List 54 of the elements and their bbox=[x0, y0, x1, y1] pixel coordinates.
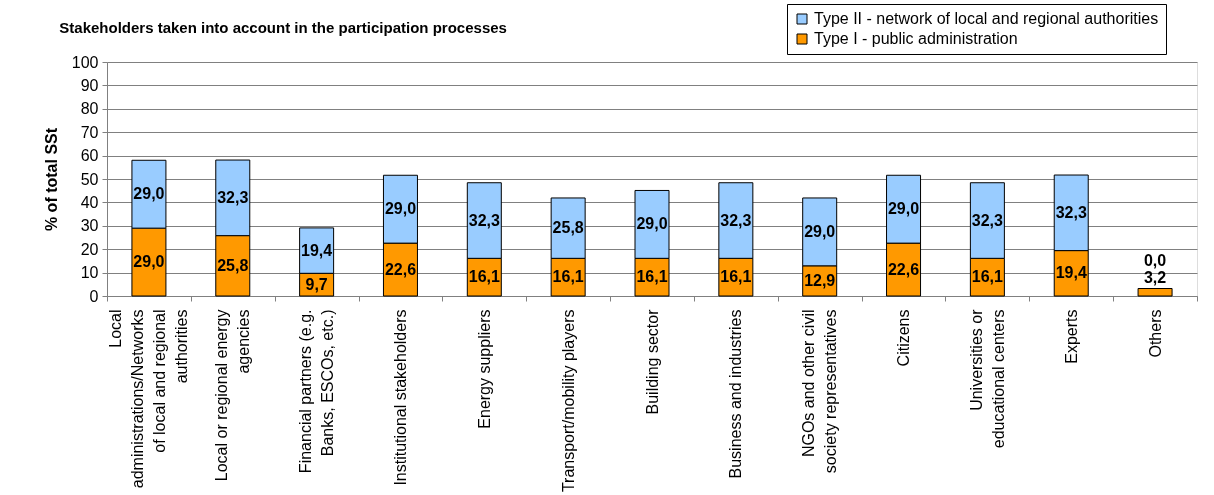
data-label: 25,8 bbox=[552, 219, 584, 237]
data-label: 29,0 bbox=[133, 185, 165, 203]
y-tick-label: 50 bbox=[80, 170, 99, 188]
data-label: 29,0 bbox=[133, 253, 165, 271]
x-tick-label: Universities or educational centers bbox=[967, 308, 1007, 449]
legend-label: Type I - public administration bbox=[814, 30, 1018, 47]
y-tick-label: 70 bbox=[80, 123, 99, 141]
data-label: 16,1 bbox=[971, 268, 1004, 286]
y-tick-label: 20 bbox=[80, 240, 99, 258]
x-tick-label: NGOs and other civil society representatives bbox=[800, 309, 840, 474]
data-label: 16,1 bbox=[552, 268, 584, 286]
y-tick-label: 10 bbox=[80, 264, 99, 282]
data-label: 22,6 bbox=[384, 260, 417, 278]
x-tick-label: Business and industries bbox=[727, 309, 745, 479]
data-label: 3,2 bbox=[1143, 268, 1167, 286]
data-label: 32,3 bbox=[1055, 203, 1087, 221]
x-tick-label: Experts bbox=[1062, 309, 1080, 364]
x-tick-label: Citizens bbox=[895, 309, 913, 367]
data-label: 29,0 bbox=[804, 222, 836, 240]
data-label: 16,1 bbox=[636, 268, 668, 286]
y-tick-label: 60 bbox=[80, 147, 99, 165]
y-tick-label: 90 bbox=[80, 76, 99, 94]
y-tick-label: 40 bbox=[80, 193, 99, 211]
x-tick-label: Building sector bbox=[643, 308, 661, 415]
data-label: 19,4 bbox=[301, 241, 333, 259]
data-label: 29,0 bbox=[887, 200, 920, 218]
data-label: 32,3 bbox=[217, 188, 249, 206]
bar bbox=[1137, 288, 1173, 297]
y-tick-label: 30 bbox=[80, 217, 99, 235]
data-label: 16,1 bbox=[468, 268, 500, 286]
x-tick-label: Energy suppliers bbox=[475, 309, 493, 429]
data-label: 16,1 bbox=[720, 268, 752, 286]
x-tick-label: Transport/mobility players bbox=[559, 309, 577, 493]
data-label: 29,0 bbox=[636, 215, 668, 233]
x-tick-label: Financial partners (e.g. Banks, ESCOs, etc.) bbox=[297, 309, 337, 474]
x-tick-label: Institutional stakeholders bbox=[391, 309, 409, 486]
chart-title: Stakeholders taken into account in the participation processes bbox=[59, 18, 507, 36]
data-label: 32,3 bbox=[720, 211, 752, 229]
x-tick-label: Others bbox=[1146, 309, 1164, 358]
y-tick-label: 0 bbox=[89, 287, 99, 305]
y-tick-label: 100 bbox=[71, 53, 99, 71]
data-label: 0,0 bbox=[1143, 251, 1167, 269]
data-label: 19,4 bbox=[1055, 264, 1087, 282]
legend-label: Type II - network of local and regional authorities bbox=[814, 10, 1159, 27]
data-label: 32,3 bbox=[468, 211, 500, 229]
x-tick-label: Local administrations/Networks of local and regional authorities bbox=[107, 309, 191, 489]
data-label: 25,8 bbox=[217, 256, 249, 274]
data-label: 29,0 bbox=[384, 200, 417, 218]
data-label: 32,3 bbox=[971, 211, 1004, 229]
data-label: 22,6 bbox=[887, 260, 920, 278]
y-tick-label: 80 bbox=[80, 100, 99, 118]
data-label: 12,9 bbox=[804, 271, 836, 289]
data-label: 9,7 bbox=[305, 275, 328, 293]
y-axis-title: % of total SSt bbox=[42, 127, 60, 232]
